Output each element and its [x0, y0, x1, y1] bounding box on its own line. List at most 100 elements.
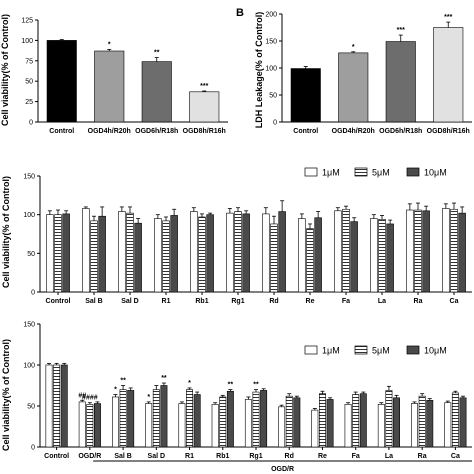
- panel-d-bar: [359, 393, 367, 448]
- panel-b-y-tick-label: 150: [265, 39, 277, 46]
- panel-d-x-tick-label: Fa: [352, 453, 360, 460]
- panel-d-bar: [45, 364, 53, 448]
- panel-d-significance-label: *: [114, 387, 117, 394]
- panel-d-y-tick-label: 50: [27, 404, 35, 411]
- panel-a-x-tick-label: OGD4h/R20h: [88, 128, 131, 135]
- panel-c-bar: [170, 215, 178, 293]
- panel-a-y-tick-label: 25: [25, 99, 33, 106]
- panel-b-bar: [385, 41, 416, 123]
- panel-a-bar: [46, 40, 77, 123]
- panel-d-y-tick-label: 0: [31, 445, 35, 452]
- panel-d-bar: [411, 403, 418, 448]
- panel-c-x-tick-label: Ra: [414, 298, 423, 305]
- panel-b-x-tick-label: OGD8h/R16h: [427, 128, 470, 135]
- panel-c-bar: [234, 211, 242, 293]
- panel-d-x-tick-label: OGD/R: [78, 453, 101, 460]
- panel-a-y-tick-label: 0: [29, 120, 33, 127]
- panel-c-legend-swatch: [354, 167, 368, 177]
- panel-d-bar: [178, 403, 186, 448]
- panel-c-bar: [162, 220, 170, 293]
- panel-a-y-tick-label: 100: [21, 38, 33, 45]
- panel-d-x-tick-label: Sal D: [148, 453, 166, 460]
- panel-c-bar: [386, 223, 394, 293]
- panel-a-x-tick-label: OGD8h/R16h: [183, 128, 226, 135]
- panel-d-bar: [145, 403, 153, 448]
- panel-c-bar: [242, 213, 250, 293]
- panel-d-bar: [293, 397, 301, 448]
- panel-d-significance-label: **: [228, 382, 234, 389]
- panel-a-significance-label: *: [108, 41, 111, 48]
- panel-c-bar: [270, 223, 278, 293]
- panel-d-bar: [160, 385, 168, 448]
- panel-c-bar: [46, 214, 54, 293]
- panel-c-bar: [306, 228, 314, 293]
- panel-d-x-tick-label: Ca: [451, 453, 460, 460]
- panel-a-bar: [94, 50, 125, 123]
- panel-c-y-tick-label: 100: [23, 212, 35, 219]
- panel-c-y-tick-label: 150: [23, 174, 35, 181]
- panel-d-x-tick-label: Rg1: [249, 453, 262, 460]
- panel-c-ylabel: Cell viability(% of Control): [1, 176, 11, 288]
- panel-c-bar: [134, 222, 142, 293]
- panel-d-group-label: OGD/R: [271, 466, 294, 473]
- panel-c-bar: [334, 210, 342, 293]
- panel-d-bar: [112, 396, 119, 448]
- panel-d-bar: [444, 402, 452, 448]
- panel-b-y-tick-label: 200: [265, 12, 277, 19]
- panel-d-bar: [53, 364, 61, 448]
- panel-a-ylabel: Cell viability(% of Control): [0, 14, 10, 126]
- panel-c-x-tick-label: Rd: [269, 298, 278, 305]
- panel-c-bar: [90, 220, 98, 293]
- panel-a-y-tick-label: 75: [25, 58, 33, 65]
- panel-c-y-tick-label: 0: [31, 290, 35, 297]
- panel-c-bar: [62, 213, 70, 293]
- panel-c-chart: Cell viability(% of Control) 0 50 100 150 Co…: [1, 167, 472, 305]
- panel-c-bar: [370, 218, 378, 293]
- panel-d-x-tick-label: Rb1: [216, 453, 229, 460]
- panel-d-x-tick-label: Ra: [418, 453, 427, 460]
- panel-d-bar: [285, 395, 293, 448]
- panel-d-bar: [385, 390, 393, 448]
- panel-c-bar: [126, 212, 134, 293]
- panel-d-bar: [260, 390, 268, 448]
- panel-c-bar: [442, 208, 450, 293]
- panel-d-legend-swatch: [354, 345, 368, 355]
- panel-d-bar: [278, 406, 286, 448]
- panel-c-x-tick-label: Fa: [342, 298, 350, 305]
- panel-d-bar: [418, 395, 426, 448]
- panel-b-y-tick-label: 100: [265, 66, 277, 73]
- panel-c-bar: [406, 209, 414, 293]
- panel-c-x-tick-label: Ca: [450, 298, 459, 305]
- panel-d-bar: [219, 396, 227, 448]
- panel-c-bar: [54, 214, 62, 293]
- panel-c-bar: [226, 212, 234, 293]
- panel-c-legend-label: 5μM: [372, 168, 390, 178]
- panel-c-bar: [350, 221, 358, 293]
- panel-d-bar: [393, 397, 400, 448]
- panel-c-bar: [450, 208, 458, 293]
- panel-d-bar: [451, 392, 459, 448]
- panel-a-bar: [141, 61, 172, 123]
- panel-c-bar: [98, 215, 106, 293]
- panel-b-chart: B LDH Leakage(% of Control) 0 50 100 150 200…: [236, 7, 472, 135]
- panel-c-bar: [198, 216, 206, 293]
- panel-b-significance-label: *: [352, 44, 355, 51]
- panel-b-letter: B: [236, 7, 244, 19]
- panel-b-significance-label: ***: [397, 27, 405, 34]
- panel-d-bar: [311, 409, 319, 448]
- panel-d-significance-label: ##: [78, 392, 86, 399]
- panel-d-legend-label: 1μM: [322, 346, 340, 356]
- panel-b-bar: [338, 52, 369, 123]
- panel-d-legend-swatch: [406, 345, 420, 355]
- panel-d-significance-label: *: [147, 394, 150, 401]
- panel-b-significance-label: ***: [444, 14, 452, 21]
- panel-d-bar: [78, 401, 86, 448]
- panel-c-bar: [278, 211, 286, 293]
- panel-d-bar: [352, 394, 360, 448]
- panel-d-x-tick-label: R1: [185, 453, 194, 460]
- panel-d-bar: [60, 364, 68, 448]
- panel-d-significance-label: **: [253, 382, 259, 389]
- panel-d-bar: [244, 399, 252, 448]
- panel-c-x-tick-label: Sal B: [85, 298, 103, 305]
